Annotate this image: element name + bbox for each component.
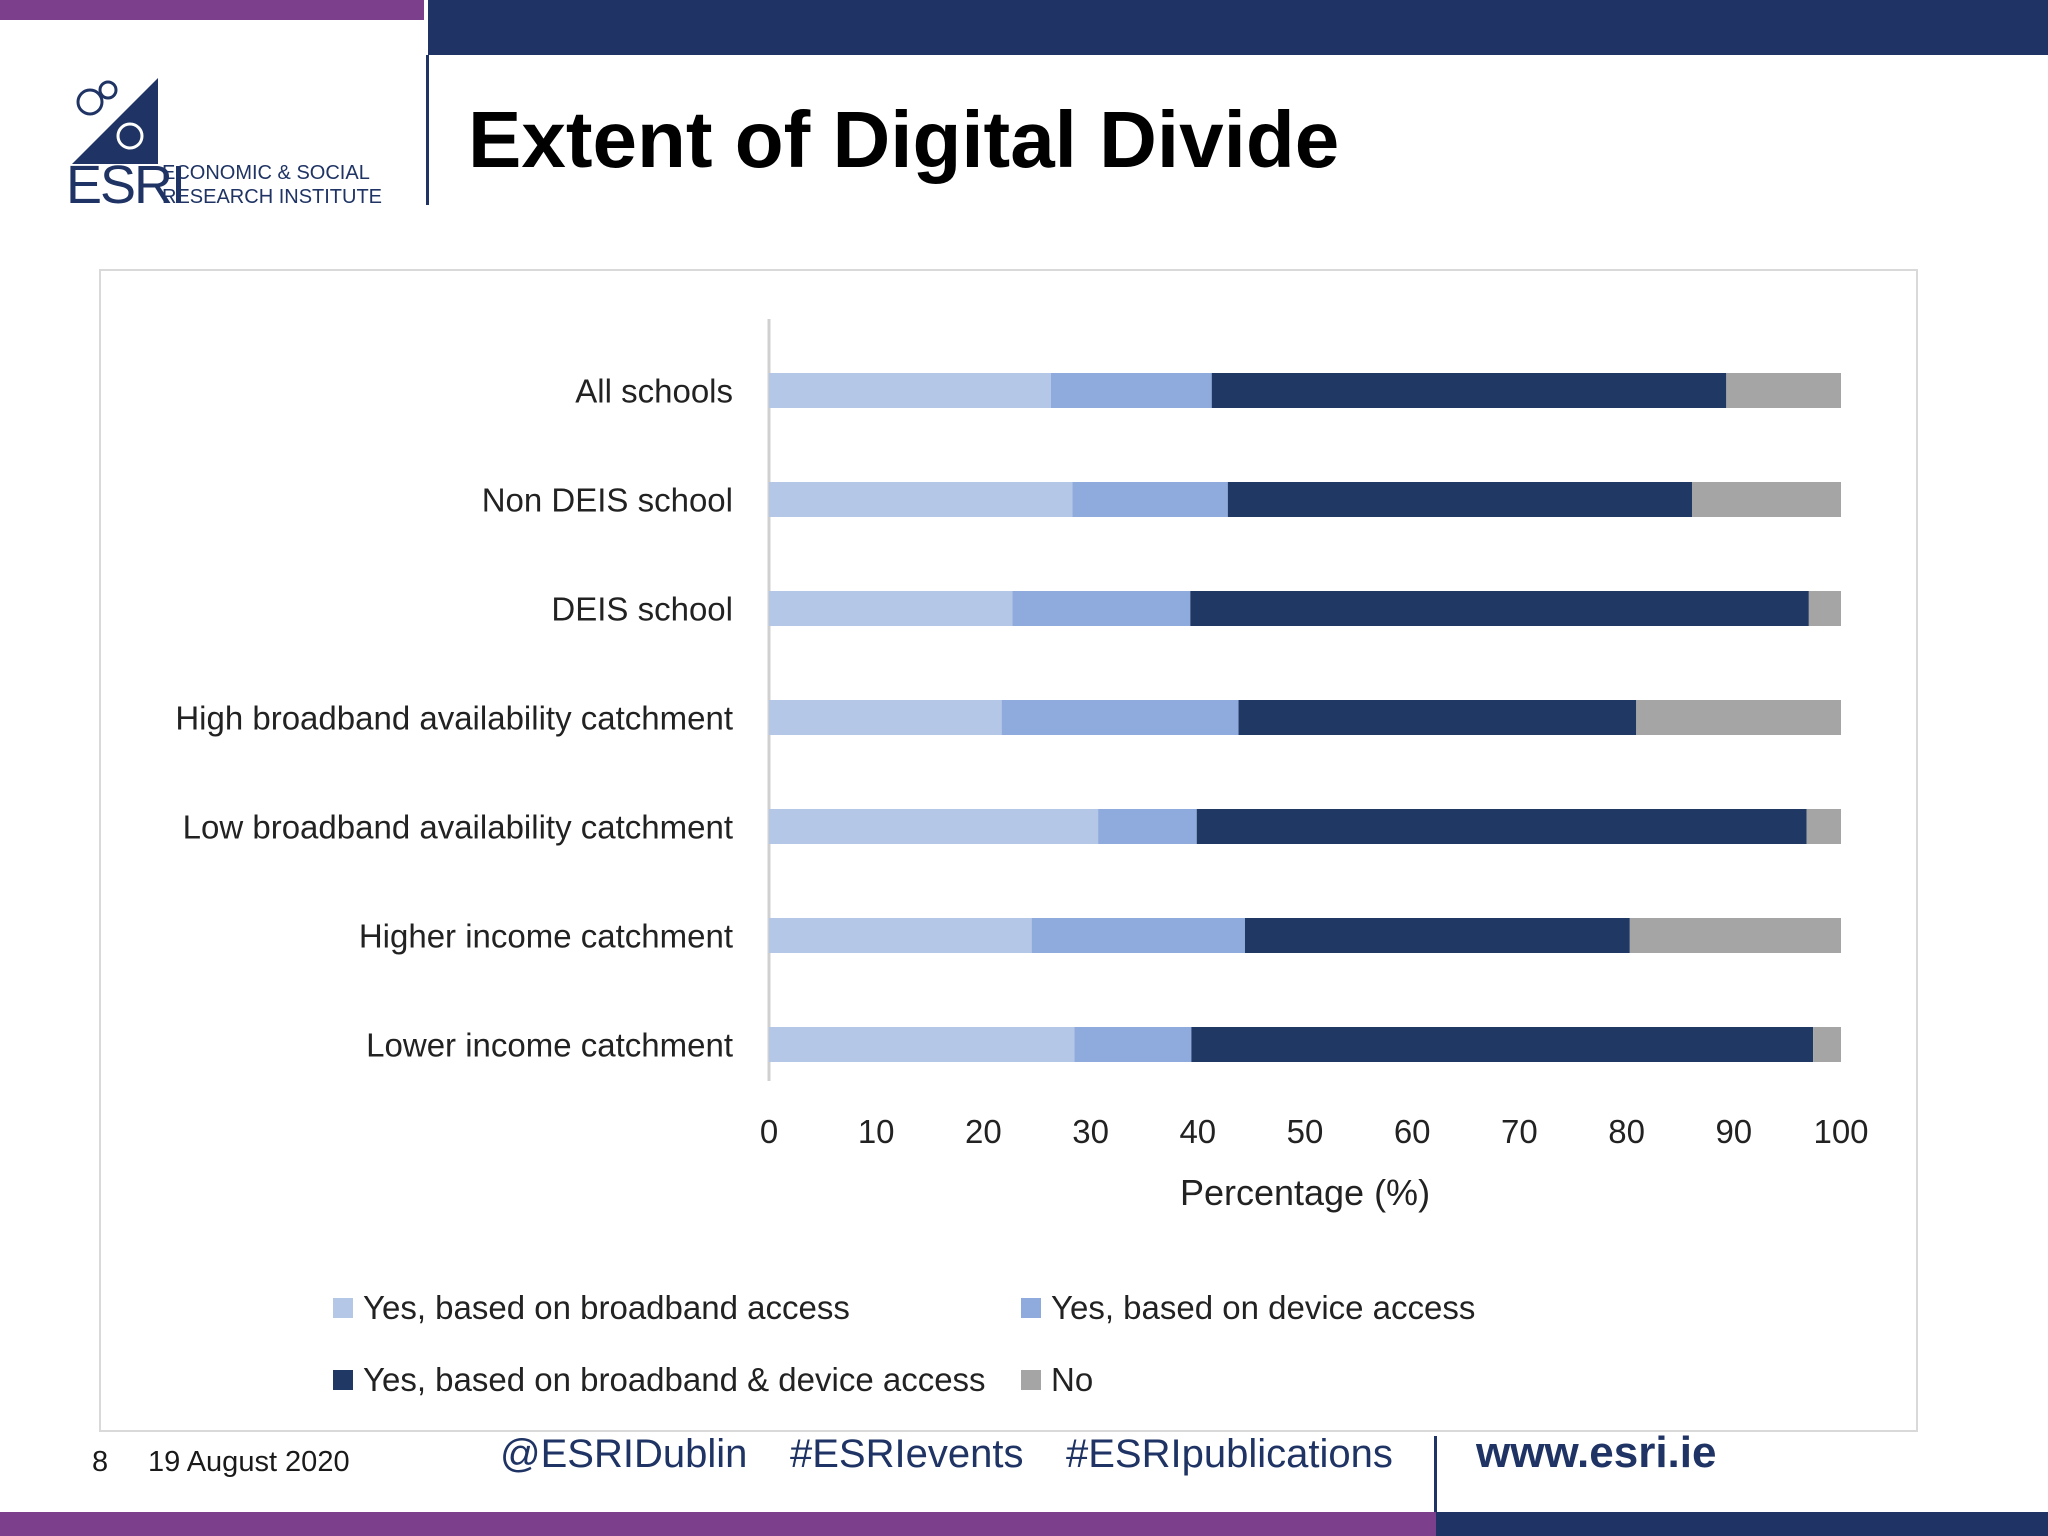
logo-line-1: ECONOMIC & SOCIAL (162, 162, 370, 184)
category-label: DEIS school (551, 591, 733, 628)
x-tick-label: 80 (1608, 1113, 1645, 1150)
x-axis-label: Percentage (%) (1180, 1172, 1430, 1213)
x-tick-label: 60 (1394, 1113, 1431, 1150)
x-tick-label: 0 (760, 1113, 778, 1150)
bar-segment (1012, 591, 1191, 626)
footer-hashtag-publications: #ESRIpublications (1066, 1432, 1393, 1476)
x-tick-label: 90 (1715, 1113, 1752, 1150)
bar-segment (1806, 809, 1841, 844)
bar-segment (1050, 373, 1212, 408)
legend-item: Yes, based on device access (1021, 1289, 1475, 1327)
logo-abbreviation: ESRI (66, 155, 186, 215)
legend-swatch (333, 1370, 353, 1390)
x-tick-label: 50 (1287, 1113, 1324, 1150)
esri-logo: ESRI ECONOMIC & SOCIAL RESEARCH INSTITUT… (66, 78, 386, 213)
bar-segment (769, 482, 1073, 517)
category-label: All schools (575, 373, 733, 410)
bar-segment (1074, 1027, 1192, 1062)
bar-segment (1031, 918, 1245, 953)
bar-segment (1190, 591, 1809, 626)
category-label: Higher income catchment (359, 918, 733, 955)
bar-segment (1629, 918, 1841, 953)
legend-swatch (333, 1298, 353, 1318)
bar-segment (1072, 482, 1228, 517)
logo-line-2: RESEARCH INSTITUTE (162, 186, 383, 208)
bottom-accent-bar-navy (1436, 1512, 2048, 1536)
legend-label: No (1051, 1361, 1094, 1398)
bar-segment (769, 700, 1002, 735)
bar-segment (769, 809, 1099, 844)
esri-logo-icon (72, 78, 158, 164)
legend-label: Yes, based on broadband access (363, 1289, 850, 1326)
bar-segment (1211, 373, 1727, 408)
legend-item: No (1021, 1361, 1093, 1399)
x-tick-label: 30 (1072, 1113, 1109, 1150)
bar-segment (1191, 1027, 1814, 1062)
bar-segment (1227, 482, 1692, 517)
bar-segment (1813, 1027, 1841, 1062)
legend-swatch (1021, 1298, 1041, 1318)
category-label: Low broadband availability catchment (183, 809, 733, 846)
bottom-accent-bar-purple (0, 1512, 1436, 1536)
legend-item: Yes, based on broadband & device access (333, 1361, 986, 1399)
bar-segment (1636, 700, 1841, 735)
x-tick-label: 40 (1179, 1113, 1216, 1150)
bar-segment (1238, 700, 1637, 735)
bar-segment (769, 373, 1051, 408)
bar-segment (1001, 700, 1239, 735)
x-tick-label: 10 (858, 1113, 895, 1150)
x-tick-label: 20 (965, 1113, 1002, 1150)
stacked-bar-chart: All schools Non DEIS school DEIS school Hig… (175, 319, 1869, 1213)
footer-date: 19 August 2020 (148, 1446, 350, 1478)
chart-frame: All schools Non DEIS school DEIS school Hig… (99, 269, 1918, 1432)
x-tick-label: 70 (1501, 1113, 1538, 1150)
category-label: Non DEIS school (482, 482, 733, 519)
top-accent-bar-navy (428, 0, 2048, 55)
bar-segment (1244, 918, 1630, 953)
footer-twitter: @ESRIDublin (500, 1432, 748, 1476)
legend-label: Yes, based on broadband & device access (363, 1361, 986, 1398)
bar-segment (1098, 809, 1197, 844)
bar-segment (769, 591, 1013, 626)
bar-segment (1691, 482, 1841, 517)
bar-segment (769, 1027, 1075, 1062)
legend-label: Yes, based on device access (1051, 1289, 1476, 1326)
footer-divider (1434, 1436, 1437, 1536)
category-label: Lower income catchment (366, 1027, 733, 1064)
bar-segment (1196, 809, 1807, 844)
bar-segment (1726, 373, 1841, 408)
legend-swatch (1021, 1370, 1041, 1390)
category-label: High broadband availability catchment (175, 700, 733, 737)
x-tick-label: 100 (1813, 1113, 1868, 1150)
footer-website[interactable]: www.esri.ie (1476, 1428, 1717, 1477)
bar-segment (769, 918, 1032, 953)
header-divider (426, 55, 429, 205)
bar-segment (1808, 591, 1841, 626)
page-title: Extent of Digital Divide (468, 95, 1340, 184)
footer-hashtag-events: #ESRIevents (790, 1432, 1024, 1476)
footer-page-number: 8 (92, 1446, 109, 1478)
legend-item: Yes, based on broadband access (333, 1289, 850, 1327)
top-accent-bar-purple (0, 0, 424, 20)
